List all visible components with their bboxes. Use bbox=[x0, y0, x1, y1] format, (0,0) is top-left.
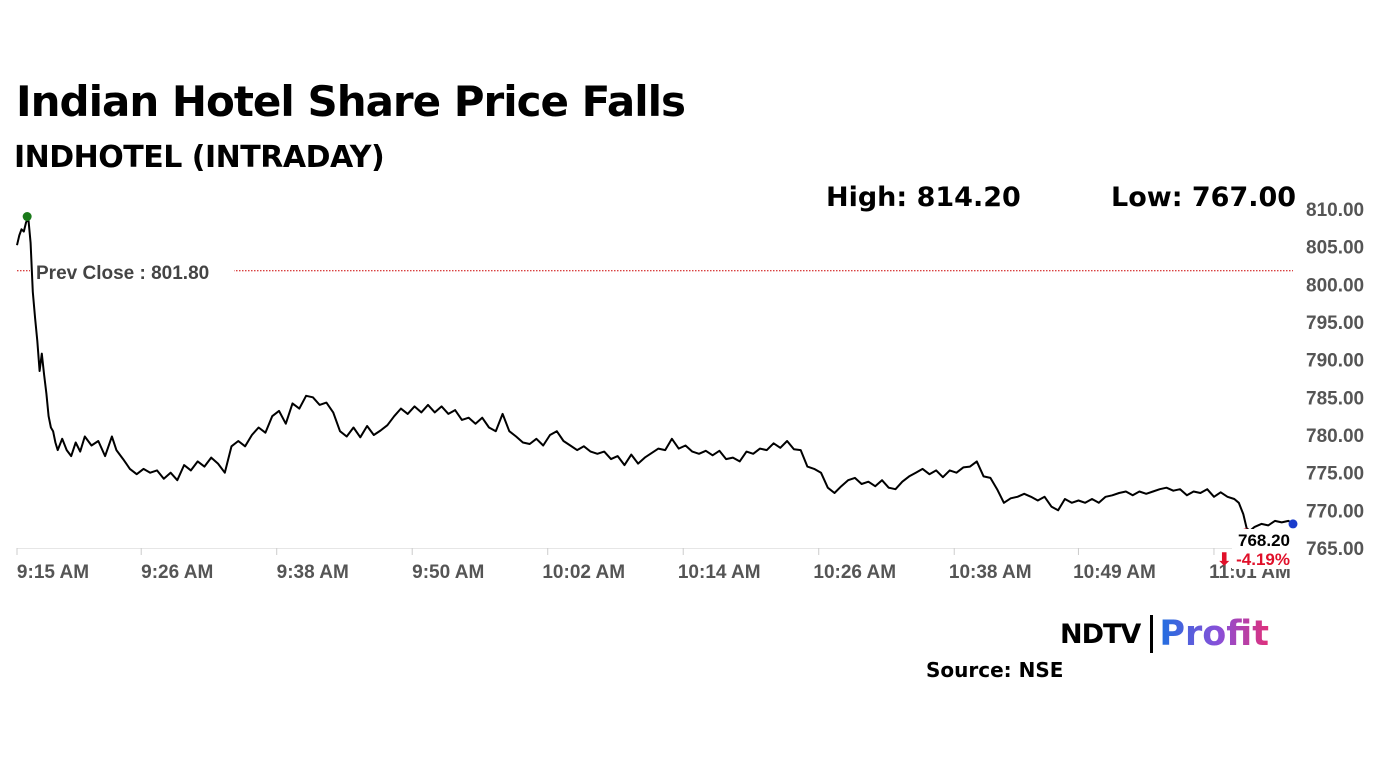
x-tick-label: 9:15 AM bbox=[17, 562, 89, 583]
x-tick-label: 10:38 AM bbox=[949, 562, 1032, 583]
source-note: Source: NSE bbox=[926, 658, 1064, 682]
y-tick-label: 765.00 bbox=[1306, 539, 1364, 560]
x-tick-label: 9:50 AM bbox=[412, 562, 484, 583]
low-label: Low: 767.00 bbox=[1111, 182, 1297, 213]
logo-divider bbox=[1150, 615, 1154, 653]
x-tick-label: 9:38 AM bbox=[277, 562, 349, 583]
change-label: ⬇ -4.19% bbox=[1217, 550, 1290, 569]
x-tick-label: 10:49 AM bbox=[1073, 562, 1156, 583]
logo-profit-text: Profit bbox=[1159, 614, 1269, 654]
y-tick-label: 780.00 bbox=[1306, 426, 1364, 447]
x-axis: 9:15 AM 9:26 AM 9:38 AM 9:50 AM 10:02 AM 10:1… bbox=[16, 548, 1293, 583]
marker-layer: 768.20⬇ -4.19% bbox=[22, 212, 1298, 569]
logo-ndtv-text: NDTV bbox=[1060, 618, 1141, 650]
x-tick-label: 10:26 AM bbox=[813, 562, 896, 583]
y-tick-label: 795.00 bbox=[1306, 313, 1364, 334]
last-price-label: 768.20 bbox=[1238, 531, 1290, 550]
y-tick-label: 800.00 bbox=[1306, 275, 1364, 296]
last-price-label-bg bbox=[1232, 529, 1294, 569]
y-tick-label: 785.00 bbox=[1306, 388, 1364, 409]
y-tick-label: 810.00 bbox=[1306, 200, 1364, 221]
y-tick-label: 805.00 bbox=[1306, 238, 1364, 259]
chart-subtitle: INDHOTEL (INTRADAY) bbox=[14, 140, 385, 175]
x-tick-label: 9:26 AM bbox=[141, 562, 213, 583]
x-tick-label: 10:02 AM bbox=[542, 562, 625, 583]
y-tick-label: 790.00 bbox=[1306, 351, 1364, 372]
price-line bbox=[16, 217, 1294, 532]
series-layer: Prev Close : 801.80 bbox=[16, 217, 1294, 532]
prev-close-label: Prev Close : 801.80 bbox=[36, 263, 209, 284]
x-tick-label: 10:14 AM bbox=[678, 562, 761, 583]
last-price-marker bbox=[1288, 519, 1298, 529]
high-marker bbox=[22, 212, 32, 222]
ndtv-profit-logo: NDTV Profit bbox=[1060, 612, 1269, 656]
chart-title: Indian Hotel Share Price Falls bbox=[16, 77, 686, 126]
y-tick-label: 770.00 bbox=[1306, 501, 1364, 522]
y-axis: 810.00 805.00 800.00 795.00 790.00 785.00 780.… bbox=[1306, 200, 1364, 560]
prev-close-label-bg bbox=[30, 256, 234, 283]
high-label: High: 814.20 bbox=[826, 182, 1021, 213]
y-tick-label: 775.00 bbox=[1306, 464, 1364, 485]
